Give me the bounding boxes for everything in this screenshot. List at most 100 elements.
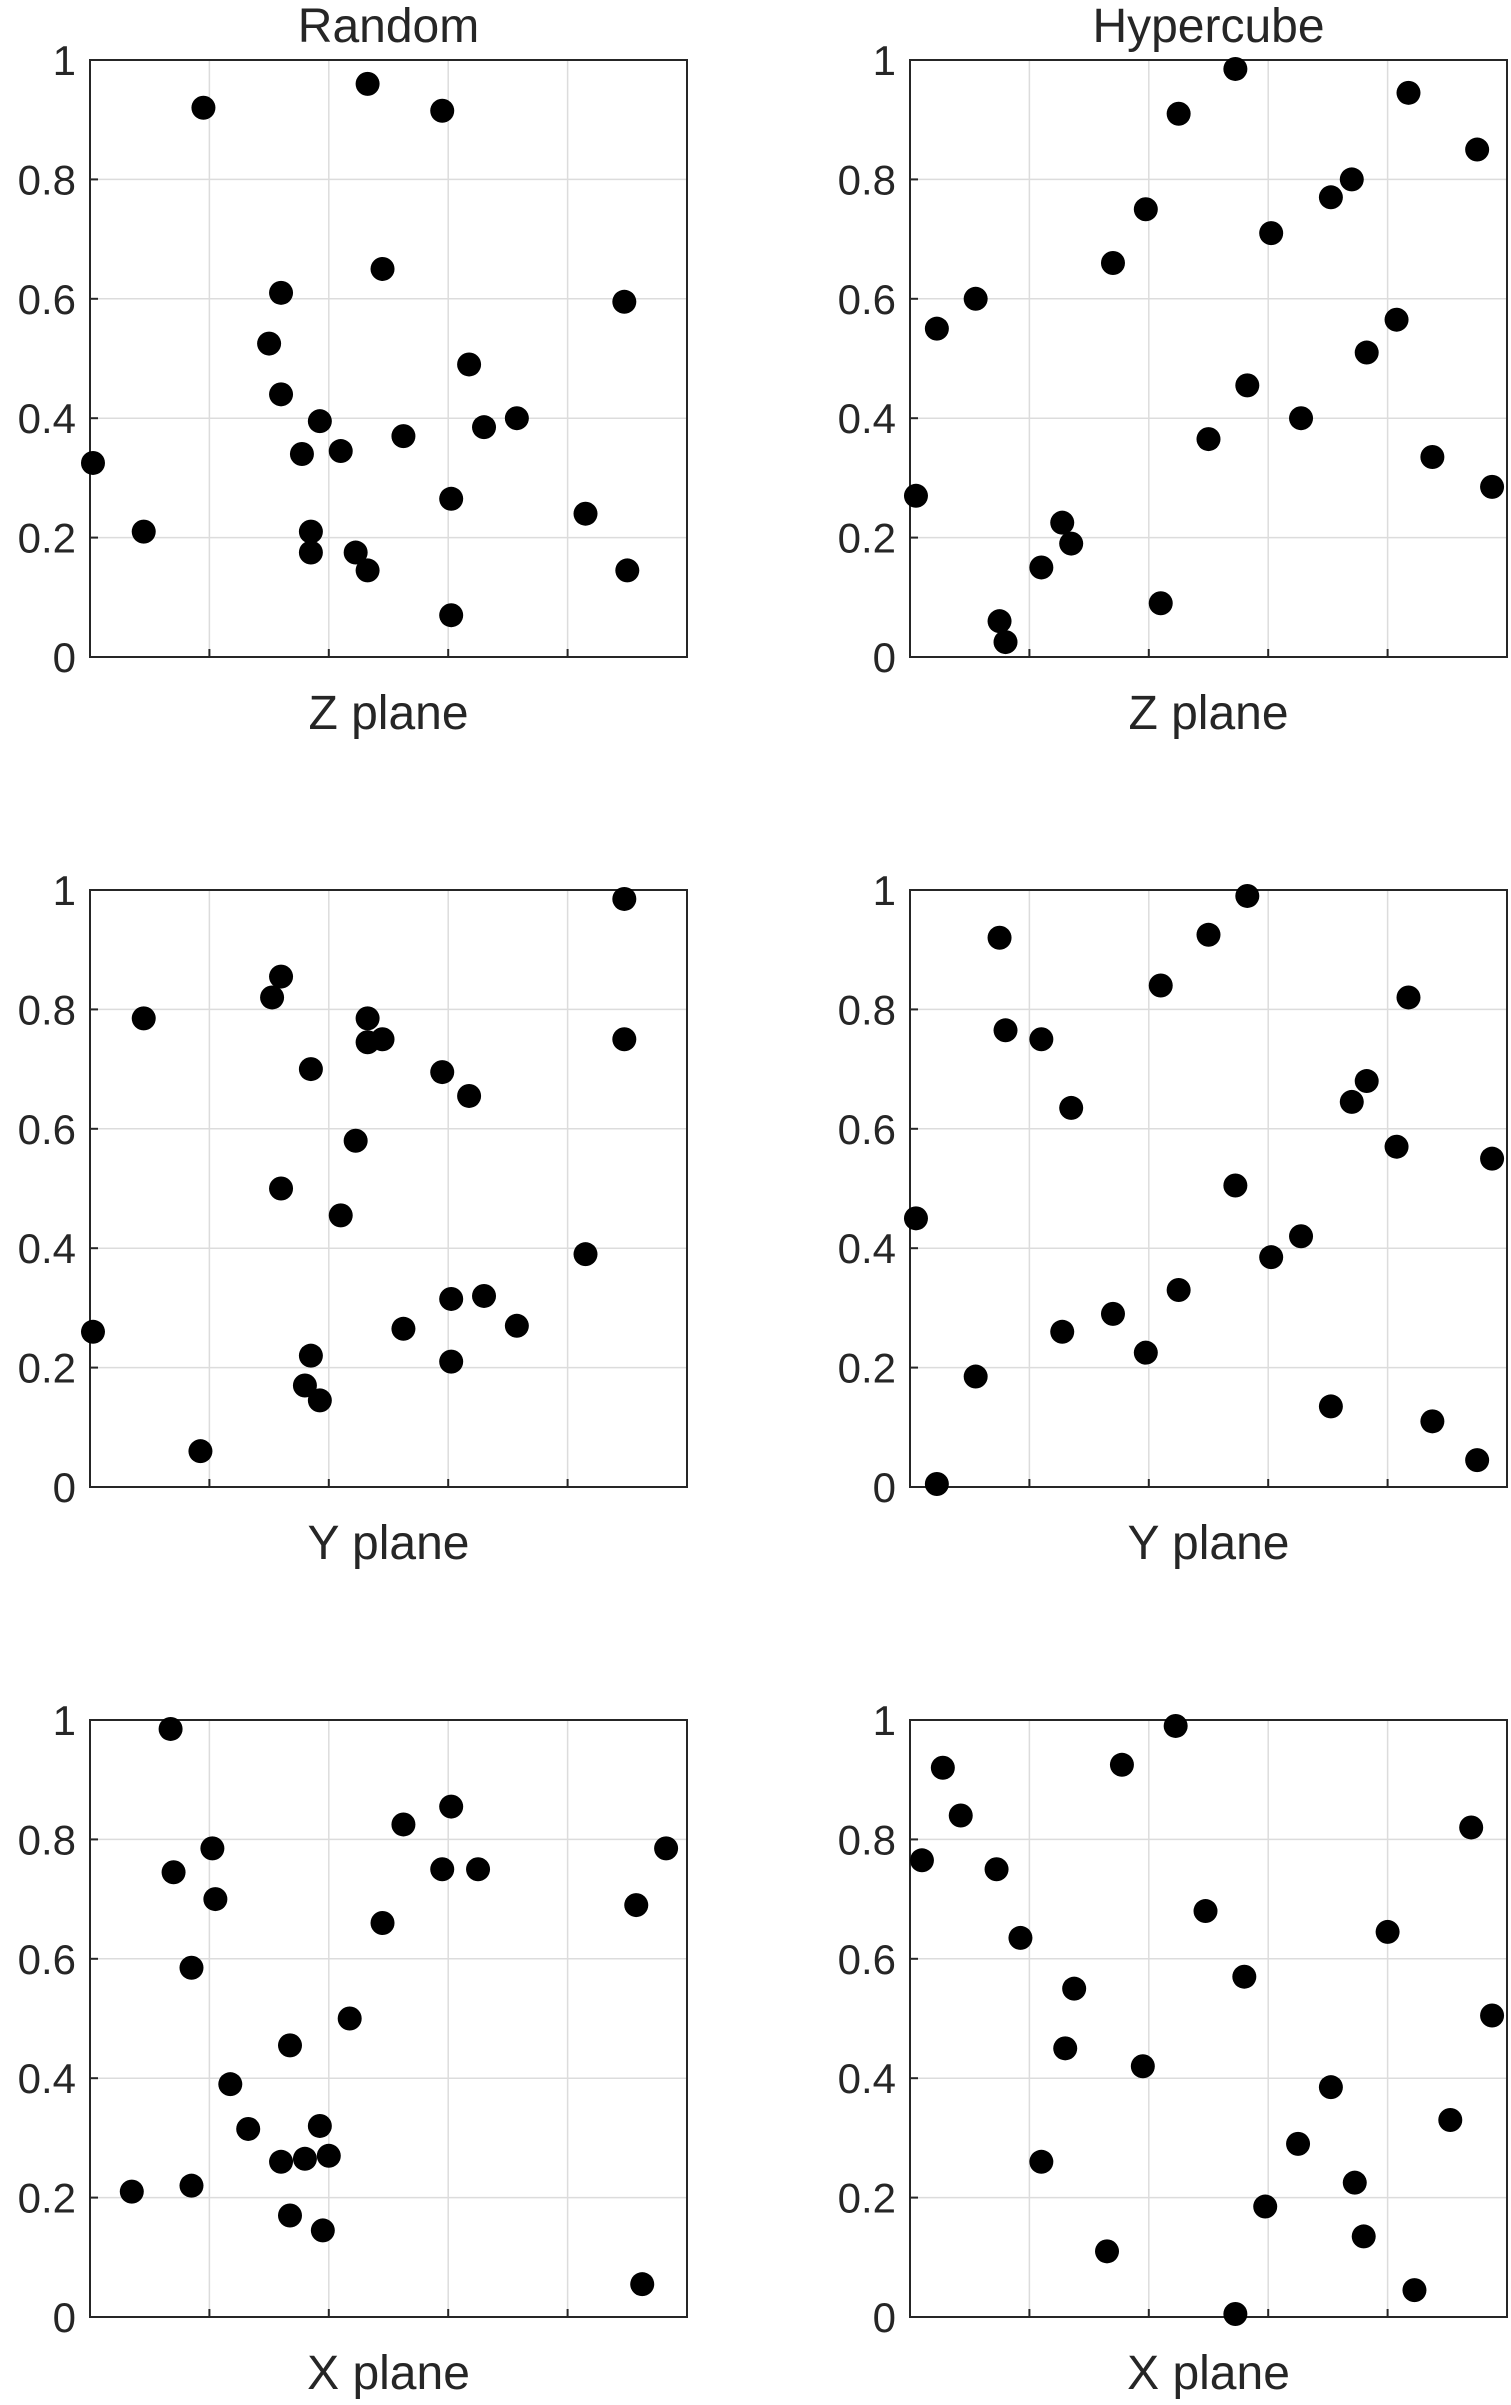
data-point	[573, 501, 598, 526]
y-tick-label: 0.6	[18, 1106, 76, 1153]
data-point	[924, 316, 949, 341]
data-point	[430, 1857, 455, 1882]
data-point	[277, 2033, 302, 2058]
data-point	[1133, 197, 1158, 222]
data-point	[370, 1027, 395, 1052]
data-point	[1259, 221, 1284, 246]
data-point	[355, 1006, 380, 1031]
data-point	[191, 95, 216, 120]
data-point	[654, 1836, 679, 1861]
data-point	[1465, 1448, 1490, 1473]
data-point	[1130, 2054, 1155, 2079]
y-tick-label: 0	[873, 2294, 896, 2341]
y-tick-label: 0.8	[18, 156, 76, 203]
data-point	[131, 1006, 156, 1031]
data-point	[269, 382, 294, 407]
data-point	[1166, 101, 1191, 126]
data-point	[1059, 531, 1084, 556]
data-point	[1318, 1394, 1343, 1419]
data-point	[630, 2272, 655, 2297]
data-point	[289, 442, 314, 467]
panel-title: Random	[298, 0, 479, 53]
data-point	[903, 1206, 928, 1231]
data-point	[391, 424, 416, 449]
data-point	[987, 925, 1012, 950]
data-point	[1351, 2224, 1376, 2249]
data-point	[1133, 1340, 1158, 1365]
data-point	[948, 1803, 973, 1828]
data-point	[119, 2179, 144, 2204]
y-tick-label: 0.2	[838, 2175, 896, 2222]
data-point	[909, 1848, 934, 1873]
y-tick-label: 0.6	[18, 276, 76, 323]
data-point	[1148, 973, 1173, 998]
data-point	[370, 256, 395, 281]
y-tick-label: 0.6	[838, 1106, 896, 1153]
data-point	[624, 1893, 649, 1918]
data-point	[1148, 591, 1173, 616]
y-tick-label: 0.6	[838, 276, 896, 323]
data-point	[1223, 56, 1248, 81]
y-tick-label: 0.4	[838, 1225, 896, 1272]
data-point	[1354, 1069, 1379, 1094]
data-point	[1459, 1815, 1484, 1840]
data-point	[1235, 373, 1260, 398]
axes-box	[909, 889, 1508, 1488]
axes-box	[909, 59, 1508, 658]
data-point	[1318, 2075, 1343, 2100]
x-axis-label: Y plane	[1128, 1517, 1290, 1570]
data-point	[1339, 167, 1364, 192]
data-point	[472, 1283, 497, 1308]
data-point	[343, 1128, 368, 1153]
x-axis-label: Z plane	[1128, 687, 1288, 740]
data-point	[903, 483, 928, 508]
y-tick-label: 0	[53, 1464, 76, 1511]
data-point	[1339, 1089, 1364, 1114]
y-tick-label: 0.2	[18, 2175, 76, 2222]
data-point	[1235, 883, 1260, 908]
data-point	[1059, 1095, 1084, 1120]
data-point	[161, 1860, 186, 1885]
y-tick-label: 0.4	[18, 2055, 76, 2102]
data-point	[439, 1794, 464, 1819]
data-point	[1008, 1925, 1033, 1950]
data-point	[439, 486, 464, 511]
y-tick-label: 0	[873, 634, 896, 681]
data-point	[439, 603, 464, 628]
data-point	[355, 71, 380, 96]
panels-group: 0 0.2 0.4 0.6 0.8 1 Random Z plane 0 0.2 0.4 0.6 0.8…	[18, 0, 1508, 2400]
y-tick-label: 1	[53, 867, 76, 914]
data-point	[188, 1439, 213, 1464]
data-point	[131, 519, 156, 544]
data-point	[1465, 137, 1490, 162]
y-tick-label: 0.8	[838, 986, 896, 1033]
axes-box	[89, 1719, 688, 2318]
data-point	[269, 280, 294, 305]
data-point	[1029, 1027, 1054, 1052]
data-point	[260, 985, 285, 1010]
data-point	[1232, 1964, 1257, 1989]
data-point	[269, 2149, 294, 2174]
data-point	[1289, 406, 1314, 431]
data-point	[457, 1083, 482, 1108]
y-tick-label: 0.8	[838, 1816, 896, 1863]
data-point	[1420, 1409, 1445, 1434]
data-point	[1166, 1277, 1191, 1302]
y-tick-label: 0.4	[18, 395, 76, 442]
data-point	[987, 609, 1012, 634]
data-point	[1053, 2036, 1078, 2061]
panel-title: Hypercube	[1092, 0, 1324, 53]
data-point	[370, 1910, 395, 1935]
data-point	[1109, 1752, 1134, 1777]
y-tick-label: 1	[873, 1697, 896, 1744]
data-point	[179, 1955, 204, 1980]
data-point	[1029, 555, 1054, 580]
y-tick-label: 0	[873, 1464, 896, 1511]
y-tick-label: 0.8	[18, 986, 76, 1033]
data-point	[307, 409, 332, 434]
data-point	[615, 558, 640, 583]
y-tick-label: 0.2	[18, 1345, 76, 1392]
data-point	[1223, 2302, 1248, 2327]
data-point	[504, 406, 529, 431]
x-axis-label: X plane	[1127, 2347, 1290, 2400]
